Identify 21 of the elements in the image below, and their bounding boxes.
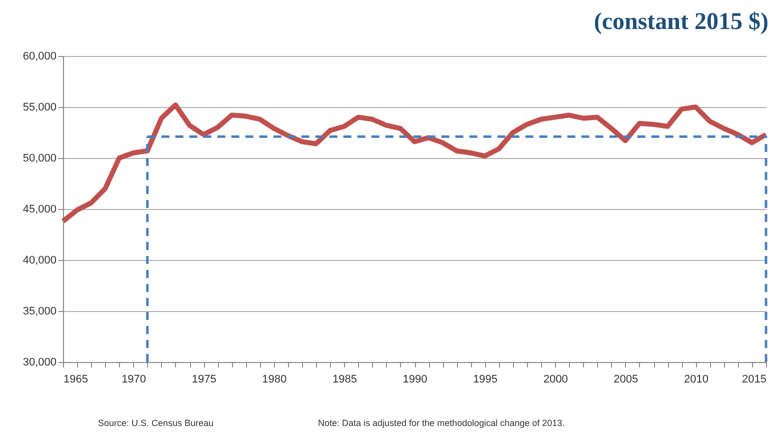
x-tick-label: 1975 bbox=[192, 374, 216, 386]
x-tick-label: 1965 bbox=[64, 374, 88, 386]
x-tick-label: 2000 bbox=[543, 374, 568, 386]
x-tick-label: 2005 bbox=[614, 374, 638, 386]
source-note: Source: U.S. Census Bureau bbox=[98, 418, 214, 428]
x-tick-label: 1995 bbox=[473, 374, 498, 386]
x-tick-label: 1985 bbox=[332, 374, 357, 386]
y-tick-label: 60,000 bbox=[22, 50, 56, 62]
y-tick-label: 35,000 bbox=[22, 306, 56, 318]
y-tick-label: 40,000 bbox=[22, 254, 56, 266]
y-tick-label: 55,000 bbox=[22, 102, 56, 114]
y-tick-label: 45,000 bbox=[22, 204, 56, 216]
x-tick-label: 2010 bbox=[684, 374, 708, 386]
x-tick-label: 1990 bbox=[402, 374, 428, 386]
y-tick-label: 30,000 bbox=[22, 356, 56, 368]
y-tick-label: 50,000 bbox=[22, 152, 56, 164]
text: Note: Data is adjusted for the methodological change of 2013. bbox=[318, 418, 565, 428]
x-tick-label: 1970 bbox=[122, 374, 146, 386]
x-tick-label: 1980 bbox=[262, 374, 287, 386]
chart-title: (constant 2015 $) bbox=[594, 9, 768, 35]
x-tick-label: 2015 bbox=[742, 374, 766, 386]
